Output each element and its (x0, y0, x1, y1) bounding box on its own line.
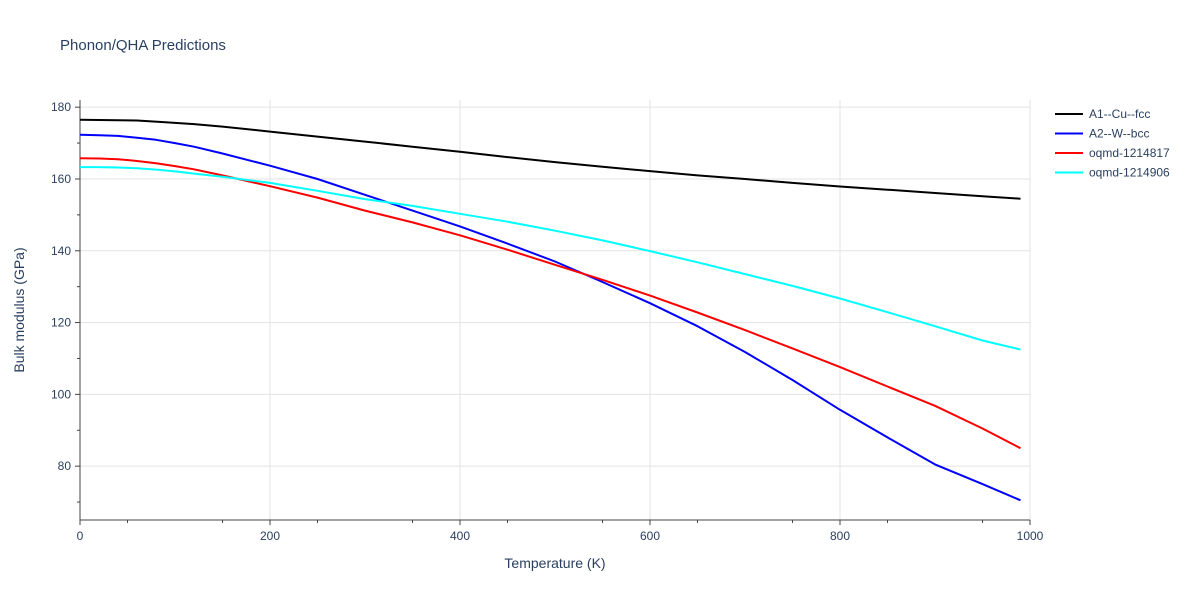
x-tick-label: 800 (830, 529, 850, 543)
legend-item-4[interactable]: oqmd-1214906 (1055, 166, 1170, 180)
axes: 0 200 400 600 800 1000 80 100 120 140 160 180 (51, 100, 1044, 543)
y-axis-title: Bulk modulus (GPa) (11, 247, 27, 372)
legend-label: oqmd-1214817 (1089, 146, 1170, 160)
legend-item-2[interactable]: A2--W--bcc (1055, 127, 1149, 141)
x-tick-label: 200 (260, 529, 280, 543)
legend[interactable]: A1--Cu--fcc A2--W--bcc oqmd-1214817 oqmd-12… (1055, 107, 1170, 180)
x-tick-label: 400 (450, 529, 470, 543)
y-tick-label: 80 (58, 459, 72, 473)
y-tick-label: 100 (51, 387, 71, 401)
legend-label: A2--W--bcc (1089, 127, 1149, 141)
x-tick-label: 600 (640, 529, 660, 543)
y-tick-label: 140 (51, 244, 71, 258)
legend-label: A1--Cu--fcc (1089, 107, 1150, 121)
series-line-1[interactable] (79, 118, 1021, 200)
y-tick-label: 180 (51, 100, 71, 114)
chart-title: Phonon/QHA Predictions (60, 37, 226, 54)
legend-label: oqmd-1214906 (1089, 166, 1170, 180)
y-tick-label: 120 (51, 316, 71, 330)
series-line-3[interactable] (79, 157, 1021, 450)
x-tick-label: 1000 (1017, 529, 1044, 543)
y-tick-label: 160 (51, 172, 71, 186)
series-line-4[interactable] (80, 166, 1021, 351)
x-axis-title: Temperature (K) (504, 555, 605, 571)
legend-item-3[interactable]: oqmd-1214817 (1055, 146, 1170, 160)
x-tick-label: 0 (77, 529, 84, 543)
grid (80, 100, 1031, 520)
legend-item-1[interactable]: A1--Cu--fcc (1055, 107, 1150, 121)
series-line-2[interactable] (79, 133, 1021, 502)
series-group[interactable] (79, 118, 1021, 502)
